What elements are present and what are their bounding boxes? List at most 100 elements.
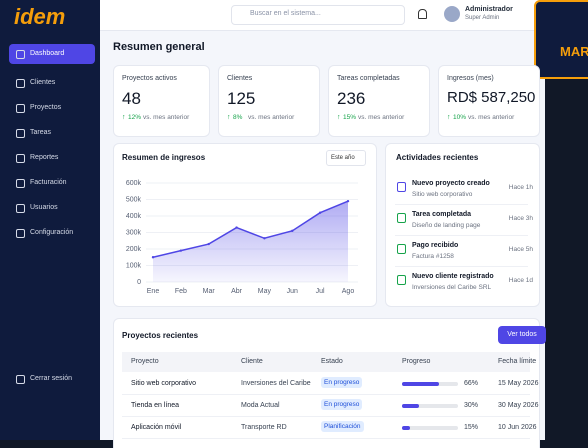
x-tick-label: Abr <box>231 288 243 295</box>
chart: 0 100k 200k 300k 400k 500k 600k Ene Feb Mar Abr May… <box>126 180 358 295</box>
stat-arrow: ↑ <box>447 114 451 121</box>
nav-item[interactable]: Facturación <box>30 179 67 186</box>
progress-bar <box>402 404 419 408</box>
stat-label: Tareas completadas <box>337 75 400 82</box>
nav-item[interactable]: Reportes <box>30 154 59 161</box>
data-point <box>151 256 155 259</box>
activity-title: Tarea completada <box>412 211 472 218</box>
bell-icon[interactable] <box>418 9 427 19</box>
data-point <box>263 237 266 240</box>
progress-label: 30% <box>464 402 479 409</box>
cell-date: 30 May 2026 <box>498 402 539 409</box>
area-line <box>152 200 349 258</box>
chart-filter[interactable]: Este año <box>326 150 366 166</box>
stat-change: 8% <box>233 114 243 121</box>
view-all-button[interactable]: Ver todos <box>498 326 546 344</box>
cell-name: Tienda en línea <box>131 402 179 409</box>
status-badge: Planificación <box>321 421 364 432</box>
promo-text: MAR <box>560 44 588 59</box>
data-point <box>179 249 183 252</box>
nav-item[interactable]: Clientes <box>30 79 56 86</box>
data-point <box>346 199 350 203</box>
nav-active[interactable] <box>9 44 95 64</box>
row-divider <box>122 438 530 439</box>
stat-arrow: ↑ <box>337 114 341 121</box>
cell-date: 15 May 2026 <box>498 380 539 387</box>
stat-arrow: ↑ <box>122 114 126 121</box>
stat-value: RD$ 587,250 <box>447 89 536 106</box>
cell-name: Aplicación móvil <box>131 424 182 431</box>
y-tick-label: 100k <box>126 262 142 269</box>
nav-item[interactable]: Usuarios <box>30 204 58 211</box>
activity-time: Hace 5h <box>508 246 533 253</box>
column-header: Progreso <box>402 358 431 365</box>
row-divider <box>122 394 530 395</box>
activity-title: Nuevo proyecto creado <box>412 180 490 187</box>
search-box[interactable] <box>231 5 405 25</box>
logout[interactable]: Cerrar sesión <box>30 375 73 382</box>
activity-icon <box>397 182 406 192</box>
table-header <box>122 352 530 372</box>
promo-box <box>534 0 588 79</box>
data-point <box>235 226 238 229</box>
progress-bar <box>402 382 439 386</box>
nav-item[interactable]: Tareas <box>30 129 52 136</box>
stat-value: 125 <box>227 89 256 108</box>
data-point <box>291 229 294 233</box>
stat-label: Clientes <box>227 75 253 82</box>
progress-label: 15% <box>464 424 479 431</box>
stat-note: vs. mes anterior <box>248 114 295 121</box>
divider <box>395 266 528 267</box>
cell-date: 10 Jun 2026 <box>498 424 537 431</box>
stat-note: vs. mes anterior <box>143 114 190 121</box>
x-tick-label: Feb <box>175 288 187 295</box>
page-title: Resumen general <box>113 41 205 53</box>
stat-card <box>113 65 210 137</box>
activity-subtitle: Sitio web corporativo <box>412 191 473 198</box>
activity-time: Hace 3h <box>508 215 533 222</box>
logo: idem <box>14 4 66 29</box>
nav-item[interactable]: Configuración <box>30 229 74 236</box>
nav-icon <box>16 229 25 238</box>
activity-icon <box>397 244 406 254</box>
nav-icon <box>16 204 25 213</box>
nav-item[interactable]: Dashboard <box>30 50 65 57</box>
column-header: Estado <box>321 358 343 365</box>
nav-icon <box>16 79 25 88</box>
search-placeholder: Buscar en el sistema... <box>250 10 321 17</box>
x-tick-label: Jul <box>316 288 325 295</box>
data-point <box>207 242 210 246</box>
projects-title: Proyectos recientes <box>122 331 199 340</box>
x-tick-label: Jun <box>287 288 298 295</box>
x-tick-label: Ago <box>342 288 355 295</box>
status-badge: En progreso <box>321 399 363 410</box>
activity-time: Hace 1h <box>508 184 533 191</box>
nav-item[interactable]: Proyectos <box>30 104 62 111</box>
activities-title: Actividades recientes <box>396 153 479 162</box>
stat-change: 12% <box>128 114 142 121</box>
activity-subtitle: Diseño de landing page <box>412 222 481 229</box>
progress-track <box>402 404 458 408</box>
avatar[interactable] <box>444 6 460 22</box>
nav-icon <box>16 154 25 163</box>
activities-card <box>385 143 540 307</box>
divider <box>395 204 528 205</box>
data-point <box>318 211 322 214</box>
stat-value: 48 <box>122 89 141 108</box>
stat-note: vs. mes anterior <box>358 114 405 121</box>
activity-time: Hace 1d <box>508 277 533 284</box>
x-tick-label: Ene <box>147 288 160 295</box>
area-fill <box>153 201 348 282</box>
user-name: Administrador <box>465 6 513 13</box>
chart-title: Resumen de ingresos <box>122 153 206 162</box>
stat-note: vs. mes anterior <box>468 114 515 121</box>
progress-label: 66% <box>464 380 479 387</box>
y-tick-label: 600k <box>126 180 142 187</box>
row-divider <box>122 416 530 417</box>
column-header: Proyecto <box>131 358 159 365</box>
stat-arrow: ↑ <box>227 114 231 121</box>
column-header: Cliente <box>241 358 263 365</box>
stat-card <box>438 65 540 137</box>
y-tick-label: 500k <box>126 196 142 203</box>
